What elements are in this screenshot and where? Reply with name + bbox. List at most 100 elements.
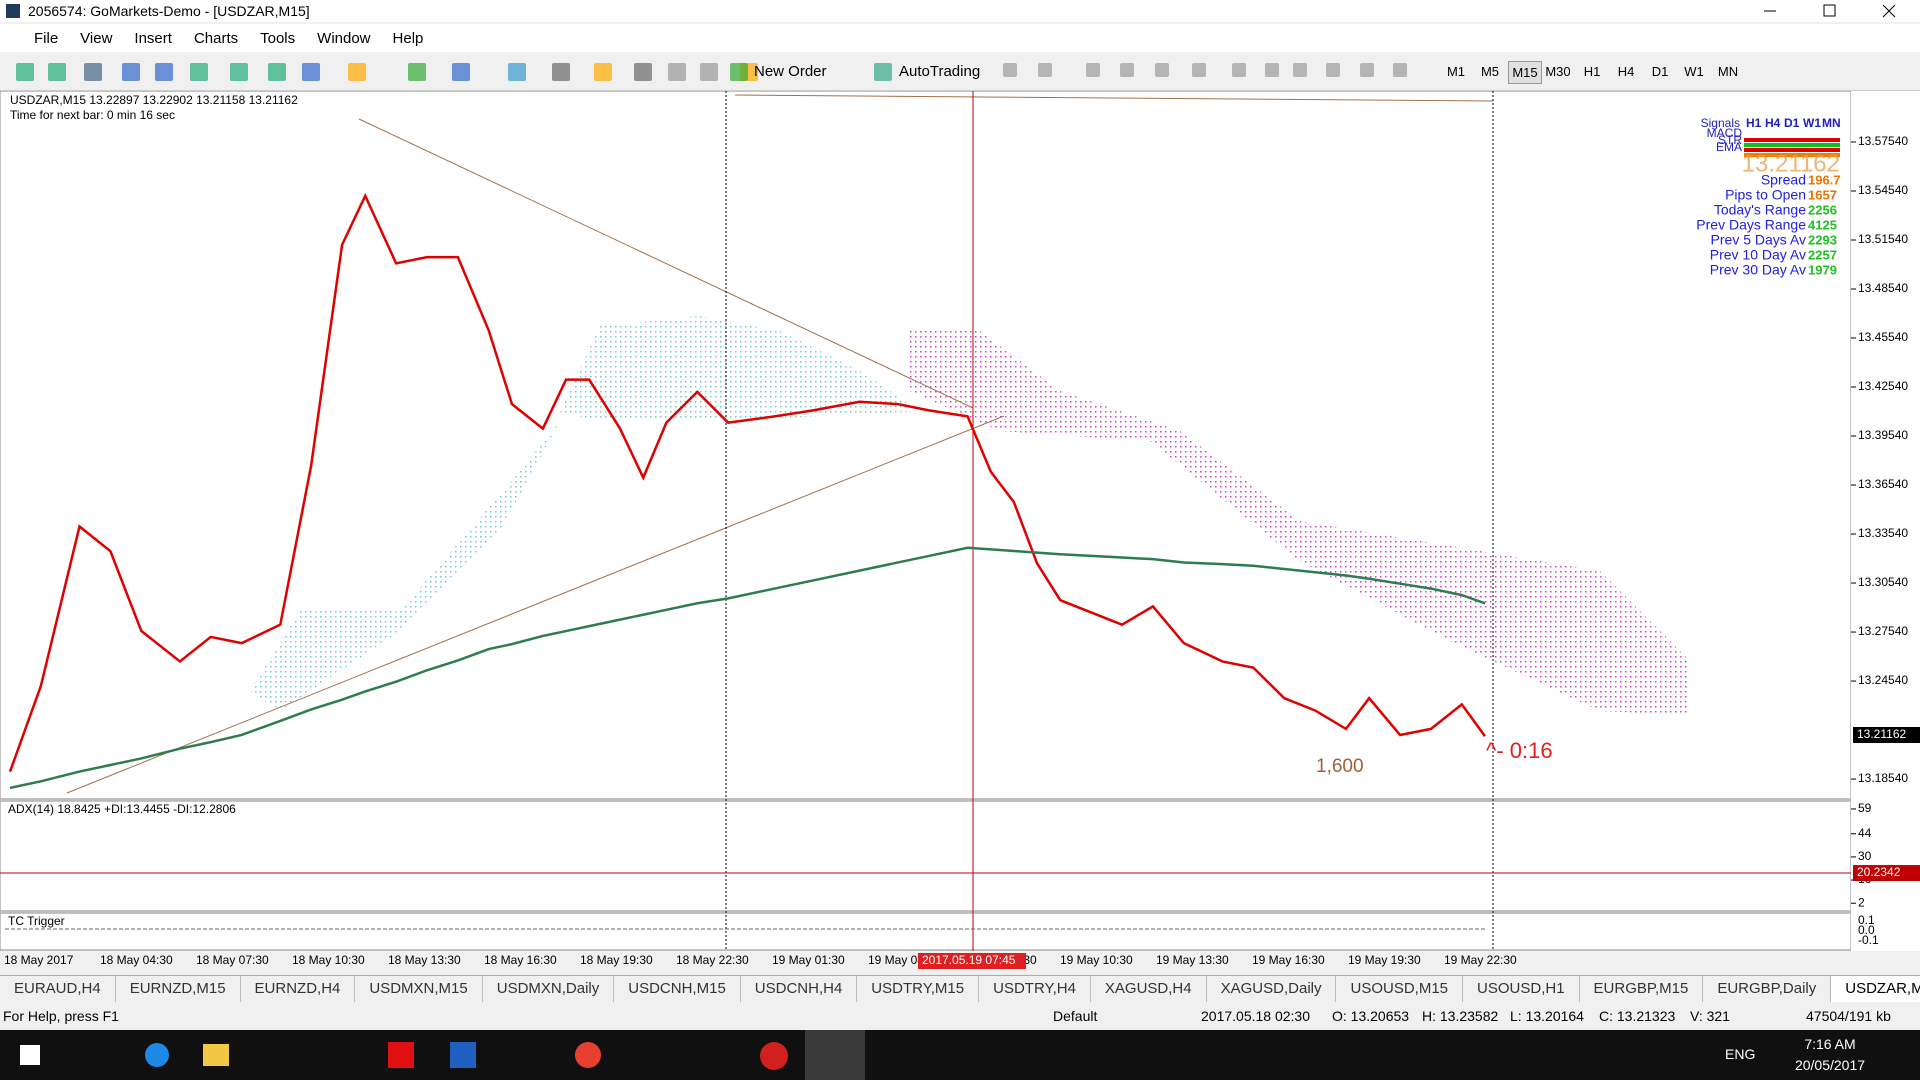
chart-tab[interactable]: USDCNH,M15 [614,976,741,1002]
chart-tab[interactable]: USDCNH,H4 [741,976,858,1002]
timeframe-button[interactable]: H1 [1583,64,1601,79]
price-line [8,192,1487,773]
cloud-down [910,331,1690,715]
adx-level-label: 20.2342 [1857,865,1901,879]
toolbar-icon[interactable] [508,63,526,81]
drawing-tool[interactable] [1293,63,1307,77]
toolbar-icon[interactable] [594,63,612,81]
timeframe-button[interactable]: H4 [1617,64,1635,79]
stat-label: Prev 5 Days Av [1711,232,1806,248]
drawing-tool[interactable] [1086,63,1100,77]
timeframe-button[interactable]: W1 [1684,64,1704,79]
menu-item[interactable]: File [34,29,59,47]
drawing-tool[interactable] [1120,63,1134,77]
toolbar-icon[interactable] [408,63,426,81]
stat-value: 2256 [1808,202,1837,217]
chart-tab[interactable]: EURGBP,M15 [1580,976,1704,1002]
new-order-icon[interactable] [730,63,748,81]
chart-tab[interactable]: USOUSD,M15 [1336,976,1464,1002]
toolbar-icon[interactable] [668,63,686,81]
shield-icon[interactable] [450,1042,476,1068]
toolbar-icon[interactable] [552,63,570,81]
chart-tab[interactable]: EURAUD,H4 [0,976,116,1002]
menu-item[interactable]: Window [317,29,371,47]
chart-tab[interactable]: EURNZD,M15 [116,976,241,1002]
drawing-tool[interactable] [1393,63,1407,77]
toolbar-icon[interactable] [634,63,652,81]
chart-tab[interactable]: XAGUSD,H4 [1091,976,1207,1002]
drawing-tool[interactable] [1360,63,1374,77]
cloud-up [560,316,920,421]
chart-tab[interactable]: USDMXN,M15 [355,976,483,1002]
y-tick-label: 13.24540 [1858,673,1908,687]
timeframe-button[interactable]: MN [1717,64,1739,79]
bid-label: 13.21162 [1857,727,1906,741]
toolbar-icon[interactable] [84,63,102,81]
chart-tab[interactable]: USDZAR,M15 [1831,976,1920,1002]
status-volume: V: 321 [1690,1008,1730,1024]
stat-label: Prev 30 Day Av [1710,262,1806,278]
y-tick-label: 13.18540 [1858,771,1908,785]
toolbar-icon[interactable] [48,63,66,81]
timeframe-button[interactable]: M1 [1446,64,1466,79]
chart-tab[interactable]: XAGUSD,Daily [1207,976,1337,1002]
timeframe-button[interactable]: D1 [1651,64,1669,79]
start-button[interactable] [20,1045,40,1065]
drawing-tool[interactable] [1155,63,1169,77]
new-order-button[interactable]: New Order [754,63,827,80]
current-price-big: 13.21162 [1742,150,1840,177]
toolbar-icon[interactable] [348,63,366,81]
chart-tab[interactable]: USOUSD,H1 [1463,976,1580,1002]
toolbar-icon[interactable] [268,63,286,81]
chart-tab[interactable]: EURNZD,H4 [241,976,356,1002]
chart-tab[interactable]: EURGBP,Daily [1703,976,1832,1002]
toolbar-icon[interactable] [230,63,248,81]
drawing-tool[interactable] [1192,63,1206,77]
drawing-tool[interactable] [1038,63,1052,77]
signal-period: H1 [1746,116,1762,130]
toolbar-icon[interactable] [122,63,140,81]
chart-tab[interactable]: USDTRY,M15 [857,976,980,1002]
menu-item[interactable]: Help [392,29,424,47]
toolbar-icon[interactable] [16,63,34,81]
toolbar-icon[interactable] [190,63,208,81]
menu-item[interactable]: View [80,29,113,47]
x-tick-label: 18 May 22:30 [676,953,749,967]
timeframe-button[interactable]: M15 [1508,61,1542,84]
chart-tab[interactable]: USDTRY,H4 [979,976,1091,1002]
drawing-tool[interactable] [1265,63,1279,77]
y-tick-label: 13.48540 [1858,281,1908,295]
toolbar-icon[interactable] [452,63,470,81]
maximize[interactable] [1823,4,1836,17]
toolbar-icon[interactable] [700,63,718,81]
edge-icon[interactable] [145,1043,169,1067]
autotrading-button[interactable]: AutoTrading [899,63,981,80]
menu-item[interactable]: Tools [260,29,296,47]
menu-item[interactable]: Insert [134,29,172,47]
drawing-tool[interactable] [1326,63,1340,77]
chrome-icon[interactable] [575,1042,601,1068]
toolbar-icon[interactable] [302,63,320,81]
toolbar-icon[interactable] [155,63,173,81]
mt4-icon[interactable] [805,1030,865,1080]
language[interactable]: ENG [1725,1046,1756,1062]
x-tick-label: 18 May 19:30 [580,953,653,967]
y-tick-label: 30 [1858,849,1872,863]
close[interactable] [1882,4,1896,18]
chart-tab[interactable]: USDMXN,Daily [483,976,615,1002]
stat-value: 2293 [1808,232,1837,247]
k-icon[interactable] [388,1042,414,1068]
x-tick-label: 19 May 22:30 [1444,953,1517,967]
timeframe-button[interactable]: M30 [1545,64,1571,79]
clock-time[interactable]: 7:16 AM [1804,1036,1856,1052]
menu-item[interactable]: Charts [193,29,239,47]
explorer-icon[interactable] [203,1044,229,1066]
clock-date[interactable]: 20/05/2017 [1794,1057,1866,1073]
trend-line [734,94,1494,102]
autotrading-icon[interactable] [874,63,892,81]
app-icon[interactable] [760,1042,788,1070]
drawing-tool[interactable] [1232,63,1246,77]
drawing-tool[interactable] [1003,63,1017,77]
timeframe-button[interactable]: M5 [1480,64,1500,79]
y-tick-label: 13.51540 [1858,232,1908,246]
